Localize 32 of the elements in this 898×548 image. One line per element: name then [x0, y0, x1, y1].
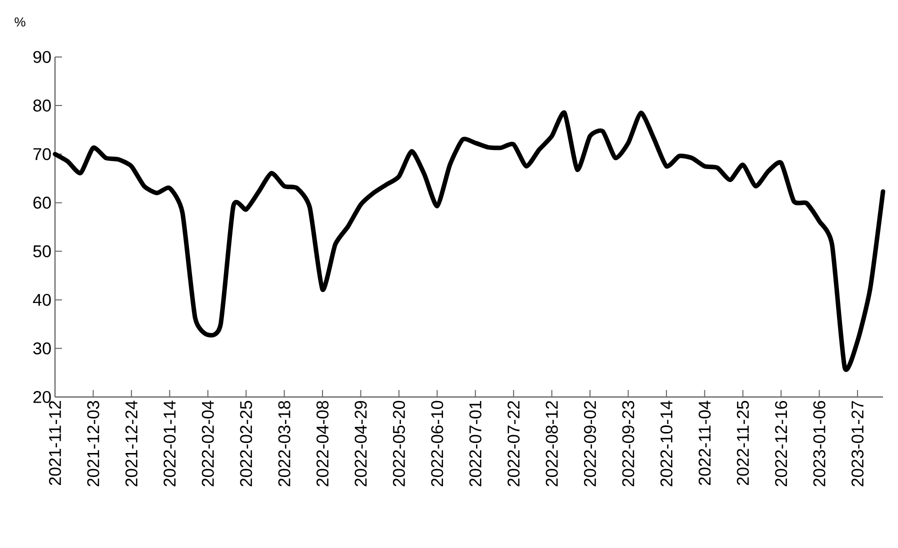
y-tick-label: 60 [33, 196, 51, 209]
y-tick-label: 90 [33, 50, 51, 64]
x-tick-label: 2022-11-25 [736, 400, 749, 486]
y-tick-label: 50 [33, 245, 51, 258]
x-tick-label: 2021-12-24 [125, 400, 138, 486]
y-tick-label: 20 [33, 390, 51, 404]
x-tick-label: 2022-06-10 [431, 400, 444, 486]
x-tick-label: 2023-01-06 [813, 400, 826, 486]
x-tick-label: 2023-01-27 [852, 401, 864, 486]
x-tick-label: 2022-07-01 [469, 401, 482, 486]
x-tick-label: 2022-04-08 [316, 400, 329, 486]
x-tick-label: 2021-11-12 [48, 401, 62, 486]
line-series [52, 110, 886, 372]
x-tick-label: 2022-03-18 [278, 400, 290, 486]
x-tick-label: 2022-09-02 [584, 401, 596, 486]
x-tick-label: 2022-07-22 [508, 401, 520, 486]
x-tick-label: 2022-09-23 [622, 400, 634, 486]
x-tick-label: 2022-11-04 [698, 400, 711, 486]
x-tick-label: 2022-12-16 [775, 400, 788, 486]
y-tick-label: 30 [33, 342, 51, 354]
y-tick-label: 80 [33, 100, 51, 112]
y-tick-label: 40 [32, 294, 51, 306]
y-axis-title: % [14, 17, 26, 27]
x-tick-label: 2022-05-20 [392, 400, 405, 486]
x-tick-label: 2022-10-14 [660, 400, 672, 486]
x-tick-label: 2022-02-04 [202, 400, 214, 486]
x-tick-label: 2021-12-03 [87, 400, 100, 486]
x-tick-label: 2022-08-12 [546, 401, 558, 486]
y-tick-label: 70 [33, 148, 51, 160]
x-tick-label: 2022-02-25 [240, 400, 252, 486]
x-tick-label: 2022-04-29 [354, 401, 367, 486]
x-tick-label: 2022-01-14 [164, 400, 176, 486]
